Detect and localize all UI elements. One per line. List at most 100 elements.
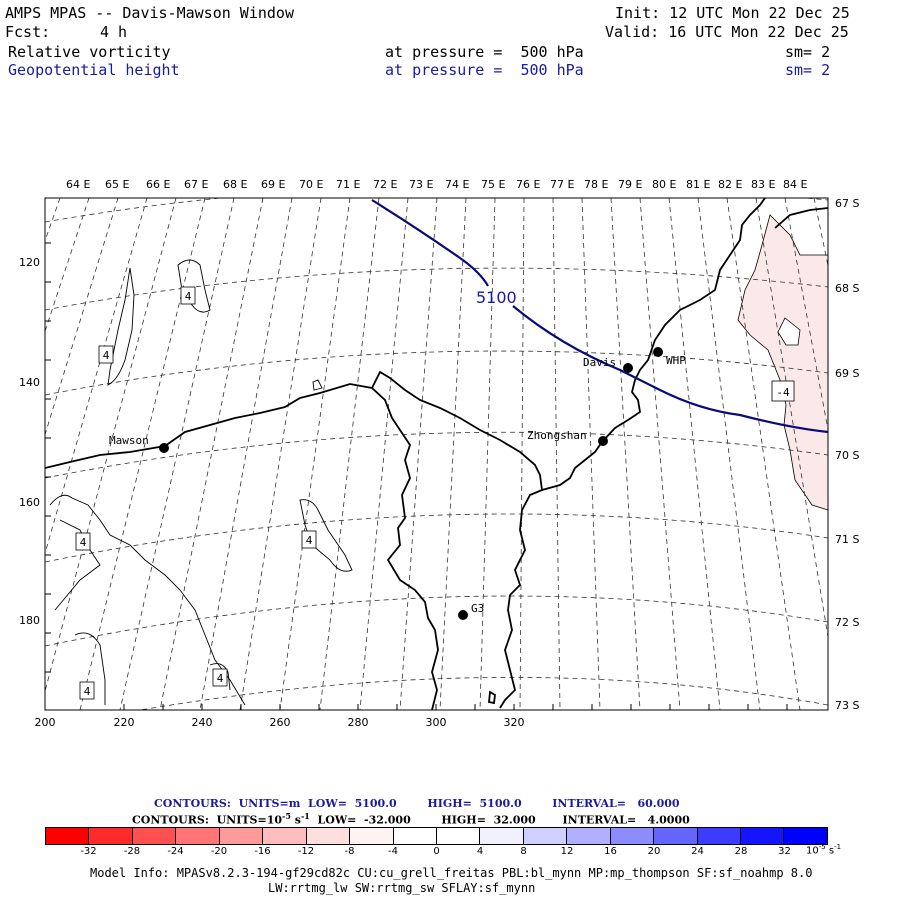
model-info-line2: LW:rrtmg_lw SW:rrtmg_sw SFLAY:sf_mynn <box>268 881 536 895</box>
svg-text:4: 4 <box>306 534 313 547</box>
height-contour-5100-cont <box>512 305 828 434</box>
station-whp-label: WHP <box>666 354 686 367</box>
svg-text:4: 4 <box>80 536 87 549</box>
colorbar-tick: -8 <box>344 846 355 857</box>
lon-label: 66 E <box>146 178 170 191</box>
colorbar-tick: 24 <box>691 846 704 857</box>
lon-label: 65 E <box>105 178 129 191</box>
colorbar-tick: 0 <box>433 846 440 857</box>
lat-label: 67 S <box>835 197 859 210</box>
plot-frame <box>44 197 829 711</box>
colorbar-tick: 4 <box>476 846 484 857</box>
colorbar-tick: 16 <box>604 846 617 857</box>
height-contour-5100 <box>371 199 489 287</box>
lon-label: 80 E <box>652 178 676 191</box>
colorbar-tick: 28 <box>734 846 748 857</box>
colorbar-tick: -16 <box>254 846 271 857</box>
lon-label: 83 E <box>751 178 775 191</box>
lon-label: 79 E <box>618 178 642 191</box>
lat-label: 68 S <box>835 282 859 295</box>
svg-text:4: 4 <box>103 349 110 362</box>
model-info-line1: Model Info: MPASv8.2.3-194-gf29cd82c CU:… <box>90 866 813 880</box>
colorbar-swatch <box>523 828 568 844</box>
colorbar-tick: -32 <box>80 846 97 857</box>
lon-label: 73 E <box>409 178 433 191</box>
y-axis-labels: 120 140 160 180 <box>19 256 40 627</box>
field1-smoothing: sm= 2 <box>785 43 831 61</box>
svg-text:4: 4 <box>185 290 192 303</box>
colorbar-swatch <box>436 828 481 844</box>
x-axis-labels: 200 220 240 260 280 300 320 <box>35 716 525 729</box>
lat-label: 69 S <box>835 367 859 380</box>
lon-label: 82 E <box>718 178 742 191</box>
height-contour-label: 5100 <box>476 288 517 307</box>
lat-label: 71 S <box>835 533 859 546</box>
station-davis-marker <box>623 363 633 373</box>
lon-label: 77 E <box>550 178 574 191</box>
top-longitude-labels: 64 E 65 E 66 E 67 E 68 E 69 E 70 E 71 E … <box>66 178 807 191</box>
stations: Mawson Davis WHP Zhongshan G3 <box>109 347 686 620</box>
right-latitude-labels: 67 S 68 S 69 S 70 S 71 S 72 S 73 S <box>835 197 859 712</box>
coastline <box>45 198 828 710</box>
map-title: AMPS MPAS -- Davis-Mawson Window <box>5 4 294 22</box>
colorbar-tick: -4 <box>388 846 398 857</box>
colorbar-tick: -20 <box>210 846 228 857</box>
lon-label: 75 E <box>481 178 505 191</box>
lon-label: 68 E <box>223 178 247 191</box>
colorbar-swatch <box>610 828 655 844</box>
lon-label: 67 E <box>184 178 208 191</box>
forecast-hour-label: Fcst: <box>5 23 51 41</box>
x-tick-label: 320 <box>504 716 525 729</box>
station-mawson-label: Mawson <box>109 434 149 447</box>
colorbar-swatch <box>263 828 307 844</box>
init-time: Init: 12 UTC Mon 22 Dec 25 <box>615 4 850 22</box>
field2-pressure: at pressure = 500 hPa <box>385 61 584 79</box>
colorbar-swatch <box>132 828 177 844</box>
colorbar-tick: -28 <box>123 846 141 857</box>
vorticity-colorbar <box>45 827 828 845</box>
lon-label: 72 E <box>373 178 397 191</box>
lon-label: 70 E <box>299 178 323 191</box>
colorbar-swatch <box>784 828 827 844</box>
colorbar-swatch <box>567 828 611 844</box>
colorbar-swatch <box>219 828 264 844</box>
colorbar-tick: -24 <box>167 846 184 857</box>
lon-label: 76 E <box>516 178 540 191</box>
colorbar-tick: 12 <box>560 846 574 857</box>
x-tick-label: 220 <box>114 716 135 729</box>
x-tick-label: 300 <box>426 716 447 729</box>
colorbar-tick: 20 <box>647 846 661 857</box>
forecast-hour-value: 4 h <box>100 23 128 41</box>
colorbar-swatch <box>697 828 741 844</box>
lon-label: 64 E <box>66 178 90 191</box>
colorbar-swatch <box>741 828 785 844</box>
x-tick-label: 280 <box>348 716 369 729</box>
station-mawson-marker <box>159 443 169 453</box>
field2-name: Geopotential height <box>8 61 180 79</box>
station-zhongshan-marker <box>598 436 608 446</box>
station-davis-label: Davis <box>583 356 616 369</box>
colorbar-tick: 32 <box>778 846 791 857</box>
colorbar-tick-labels: -32 -28 -24 -20 -16 -12 -8 -4 0 4 8 12 16 20 24 28 32 <box>0 846 900 862</box>
lon-label: 71 E <box>336 178 360 191</box>
lon-label: 74 E <box>445 178 469 191</box>
y-tick-label: 140 <box>19 376 40 389</box>
station-g3-marker <box>458 610 468 620</box>
field1-name: Relative vorticity <box>8 43 171 61</box>
colorbar-swatch <box>654 828 698 844</box>
station-whp-marker <box>653 347 663 357</box>
colorbar-swatch <box>393 828 437 844</box>
colorbar-swatch <box>176 828 220 844</box>
lon-label: 78 E <box>584 178 608 191</box>
x-tick-label: 260 <box>270 716 291 729</box>
colorbar-swatch <box>480 828 524 844</box>
y-tick-label: 120 <box>19 256 40 269</box>
latitude-grid <box>45 198 828 710</box>
station-zhongshan-label: Zhongshan <box>527 429 587 442</box>
valid-time: Valid: 16 UTC Mon 22 Dec 25 <box>605 23 849 41</box>
x-tick-label: 240 <box>192 716 213 729</box>
colorbar-swatch <box>350 828 394 844</box>
colorbar-swatch <box>46 828 90 844</box>
colorbar-tick: -12 <box>297 846 315 857</box>
